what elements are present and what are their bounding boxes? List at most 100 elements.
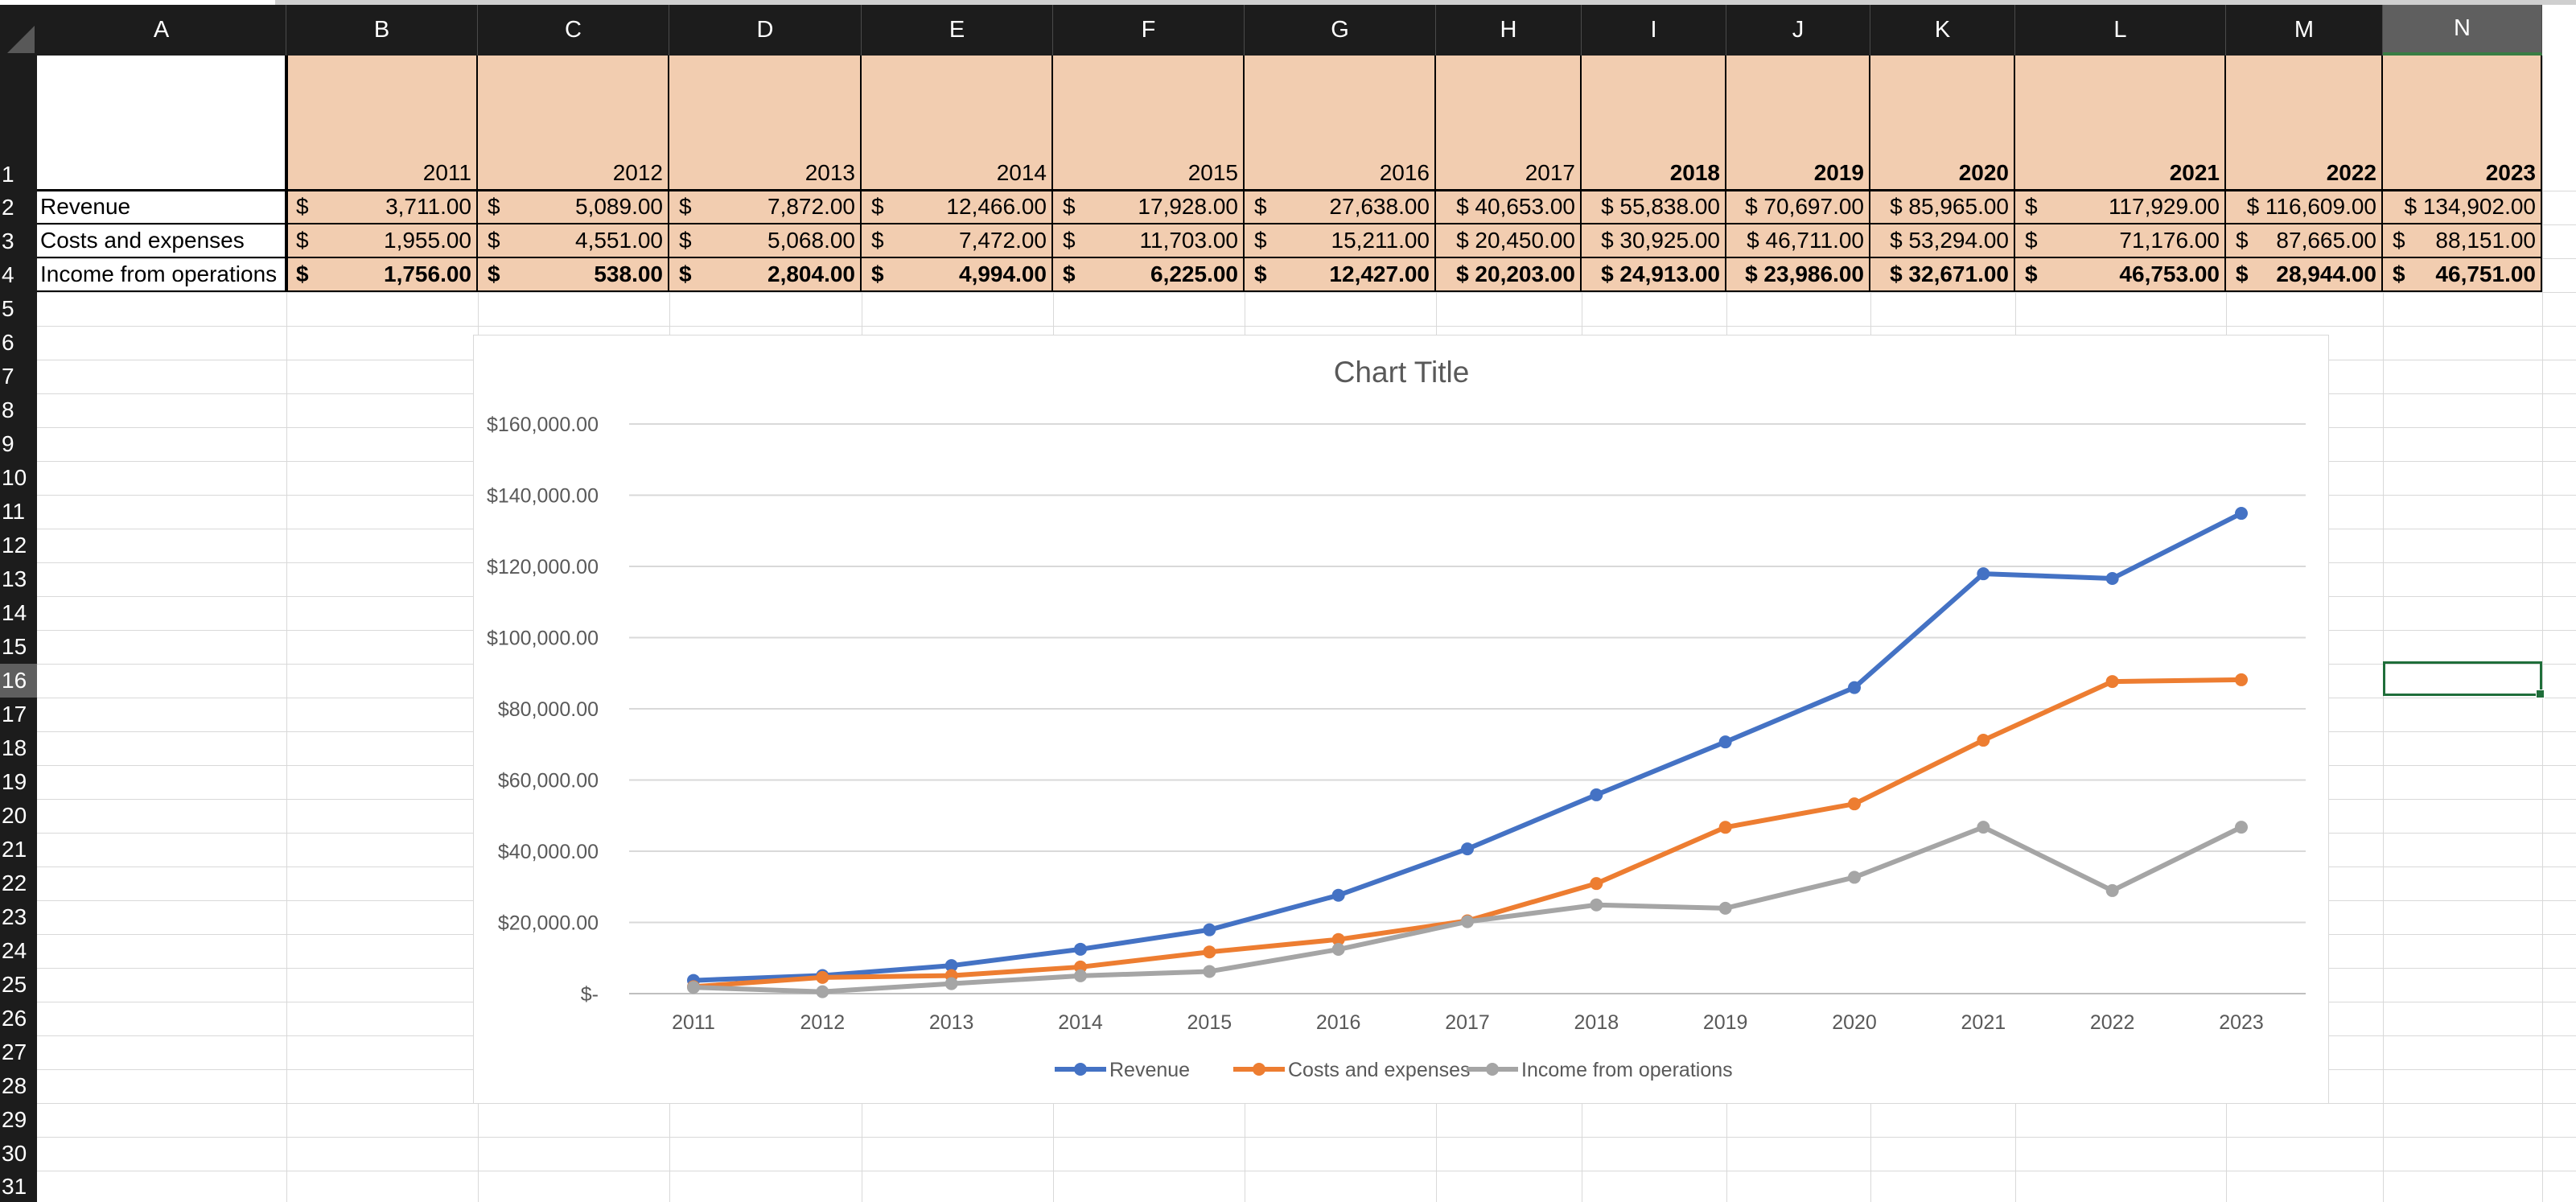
year-header-cell[interactable]: 2022	[2226, 56, 2383, 191]
row-header-4[interactable]: 4	[2, 262, 14, 287]
year-header-cell[interactable]: 2021	[2015, 56, 2226, 191]
line-chart[interactable]: Chart Title $- $20,000.00 $40,000.00 $60,000…	[473, 335, 2329, 1104]
row-header-16[interactable]: 16	[0, 664, 37, 698]
column-header-m[interactable]: M	[2226, 5, 2383, 56]
year-header-cell[interactable]: 2018	[1582, 56, 1726, 191]
row-header-17[interactable]: 17	[2, 702, 27, 727]
value-cell[interactable]: $5,068.00	[669, 224, 862, 258]
column-header-b[interactable]: B	[286, 5, 478, 56]
year-header-cell[interactable]: 2013	[669, 56, 862, 191]
row-label-cell[interactable]: Revenue	[37, 191, 286, 224]
row-header-14[interactable]: 14	[2, 600, 27, 625]
row-header-7[interactable]: 7	[2, 364, 14, 389]
row-label-cell[interactable]: Costs and expenses	[37, 224, 286, 258]
value-cell[interactable]: $ 20,450.00	[1436, 224, 1582, 258]
value-cell[interactable]: $28,944.00	[2226, 258, 2383, 292]
value-cell[interactable]: $ 24,913.00	[1582, 258, 1726, 292]
column-header-g[interactable]: G	[1245, 5, 1436, 56]
row-header-6[interactable]: 6	[2, 330, 14, 355]
year-header-cell[interactable]: 2014	[862, 56, 1053, 191]
row-header-19[interactable]: 19	[2, 769, 27, 794]
value-cell[interactable]: $17,928.00	[1053, 191, 1245, 224]
value-cell[interactable]: $ 46,711.00	[1726, 224, 1870, 258]
value-cell[interactable]: $11,703.00	[1053, 224, 1245, 258]
row-header-9[interactable]: 9	[2, 431, 14, 456]
value-cell[interactable]: $1,955.00	[286, 224, 478, 258]
value-cell[interactable]: $2,804.00	[669, 258, 862, 292]
row-header-27[interactable]: 27	[2, 1039, 27, 1064]
row-header-22[interactable]: 22	[2, 871, 27, 895]
column-header-c[interactable]: C	[478, 5, 669, 56]
value-cell[interactable]: $87,665.00	[2226, 224, 2383, 258]
column-header-k[interactable]: K	[1870, 5, 2015, 56]
value-cell[interactable]: $117,929.00	[2015, 191, 2226, 224]
row-header-2[interactable]: 2	[2, 195, 14, 220]
value-cell[interactable]: $3,711.00	[286, 191, 478, 224]
value-cell[interactable]: $ 116,609.00	[2226, 191, 2383, 224]
column-header-f[interactable]: F	[1053, 5, 1245, 56]
column-header-a[interactable]: A	[37, 5, 286, 56]
year-header-cell[interactable]: 2017	[1436, 56, 1582, 191]
column-header-n[interactable]: N	[2383, 5, 2542, 56]
year-header-cell[interactable]: 2019	[1726, 56, 1870, 191]
value-cell[interactable]: $538.00	[478, 258, 669, 292]
active-cell-N16[interactable]	[2383, 661, 2545, 698]
row-header-15[interactable]: 15	[2, 634, 27, 659]
value-cell[interactable]: $4,994.00	[862, 258, 1053, 292]
select-all-button[interactable]	[0, 5, 37, 56]
value-cell[interactable]: $1,756.00	[286, 258, 478, 292]
value-cell[interactable]: $ 23,986.00	[1726, 258, 1870, 292]
row-header-23[interactable]: 23	[2, 904, 27, 929]
row-header-20[interactable]: 20	[2, 803, 27, 828]
value-cell[interactable]: $15,211.00	[1245, 224, 1436, 258]
year-header-cell[interactable]: 2015	[1053, 56, 1245, 191]
column-header-i[interactable]: I	[1582, 5, 1726, 56]
value-cell[interactable]: $ 70,697.00	[1726, 191, 1870, 224]
value-cell[interactable]: $7,872.00	[669, 191, 862, 224]
row-header-24[interactable]: 24	[2, 938, 27, 963]
year-header-cell[interactable]: 2020	[1870, 56, 2015, 191]
row-header-21[interactable]: 21	[2, 837, 27, 862]
row-header-1[interactable]: 1	[2, 162, 14, 187]
value-cell[interactable]: $ 55,838.00	[1582, 191, 1726, 224]
row-header-11[interactable]: 11	[2, 499, 26, 524]
year-header-cell[interactable]: 2011	[286, 56, 478, 191]
year-header-cell[interactable]: 2023	[2383, 56, 2542, 191]
row-header-28[interactable]: 28	[2, 1073, 27, 1098]
value-cell[interactable]: $5,089.00	[478, 191, 669, 224]
row-header-5[interactable]: 5	[2, 296, 14, 321]
row-header-3[interactable]: 3	[2, 228, 14, 253]
row-header-18[interactable]: 18	[2, 735, 27, 760]
year-header-cell[interactable]: 2012	[478, 56, 669, 191]
value-cell[interactable]: $7,472.00	[862, 224, 1053, 258]
value-cell[interactable]: $12,427.00	[1245, 258, 1436, 292]
cell-A1[interactable]	[37, 56, 286, 191]
value-cell[interactable]: $ 40,653.00	[1436, 191, 1582, 224]
value-cell[interactable]: $ 53,294.00	[1870, 224, 2015, 258]
value-cell[interactable]: $ 134,902.00	[2383, 191, 2542, 224]
value-cell[interactable]: $ 32,671.00	[1870, 258, 2015, 292]
row-header-12[interactable]: 12	[2, 533, 27, 558]
year-header-cell[interactable]: 2016	[1245, 56, 1436, 191]
value-cell[interactable]: $ 85,965.00	[1870, 191, 2015, 224]
row-header-8[interactable]: 8	[2, 397, 14, 422]
row-header-10[interactable]: 10	[2, 465, 27, 490]
column-header-d[interactable]: D	[669, 5, 862, 56]
value-cell[interactable]: $12,466.00	[862, 191, 1053, 224]
value-cell[interactable]: $ 30,925.00	[1582, 224, 1726, 258]
row-header-30[interactable]: 30	[2, 1141, 27, 1166]
value-cell[interactable]: $71,176.00	[2015, 224, 2226, 258]
row-header-13[interactable]: 13	[2, 566, 27, 591]
value-cell[interactable]: $6,225.00	[1053, 258, 1245, 292]
value-cell[interactable]: $ 20,203.00	[1436, 258, 1582, 292]
column-header-e[interactable]: E	[862, 5, 1053, 56]
value-cell[interactable]: $27,638.00	[1245, 191, 1436, 224]
value-cell[interactable]: $46,751.00	[2383, 258, 2542, 292]
column-header-j[interactable]: J	[1726, 5, 1870, 56]
row-header-26[interactable]: 26	[2, 1006, 27, 1031]
column-header-h[interactable]: H	[1436, 5, 1582, 56]
value-cell[interactable]: $4,551.00	[478, 224, 669, 258]
row-label-cell[interactable]: Income from operations	[37, 258, 286, 292]
column-header-l[interactable]: L	[2015, 5, 2226, 56]
row-header-29[interactable]: 29	[2, 1107, 27, 1132]
